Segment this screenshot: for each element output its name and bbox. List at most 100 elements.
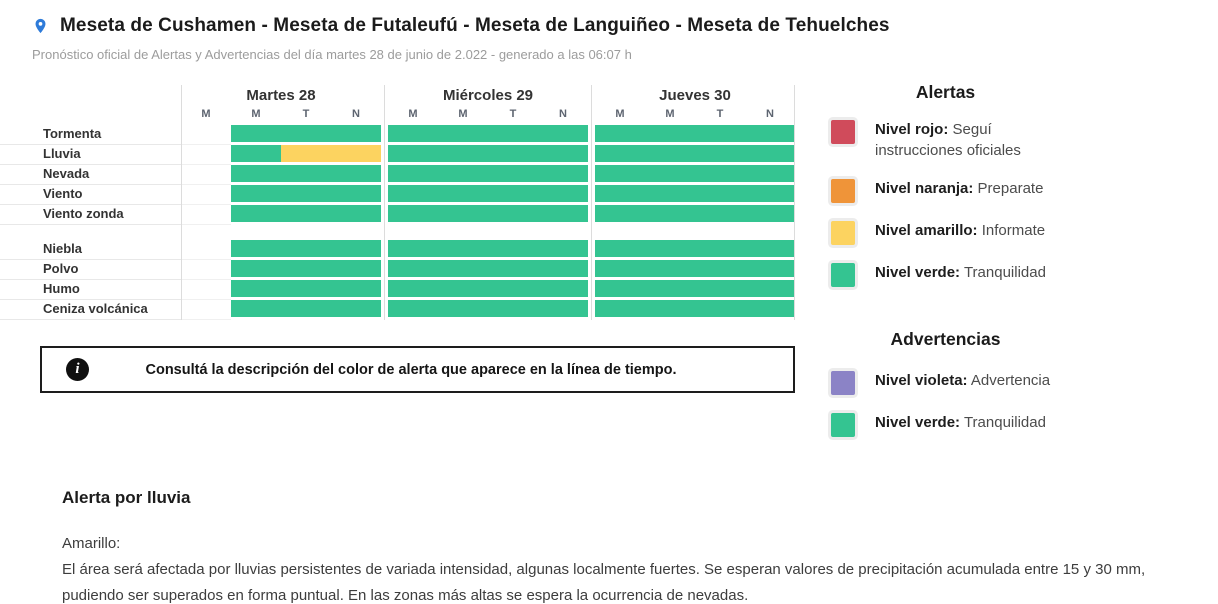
timeline-cell-green bbox=[281, 260, 331, 277]
timeline-cell-empty bbox=[181, 240, 231, 260]
row-label: Tormenta bbox=[0, 125, 181, 145]
timeline-cell-green bbox=[388, 125, 438, 142]
period-letter: M bbox=[408, 108, 418, 120]
timeline-cell-green bbox=[388, 165, 438, 182]
page-title: Meseta de Cushamen - Meseta de Futaleufú… bbox=[60, 15, 890, 36]
timeline-cell-green bbox=[438, 185, 488, 202]
period-letter: M bbox=[201, 108, 211, 120]
timeline-cell-empty bbox=[181, 165, 231, 185]
day-label: Miércoles 29 bbox=[442, 87, 534, 104]
forecast-subtitle: Pronóstico oficial de Alertas y Adverten… bbox=[32, 47, 632, 62]
timeline-cell-green bbox=[595, 185, 645, 202]
timeline-cell-empty bbox=[181, 145, 231, 165]
timeline-cell-green bbox=[231, 240, 281, 257]
timeline-cell-green bbox=[595, 125, 645, 142]
timeline-cell-green bbox=[595, 280, 645, 297]
timeline-cell-green bbox=[281, 240, 331, 257]
timeline-cell-green bbox=[231, 165, 281, 182]
timeline-cell-green bbox=[488, 240, 538, 257]
row-cells bbox=[181, 280, 795, 300]
timeline-cell-green bbox=[438, 125, 488, 142]
row-label: Viento zonda bbox=[0, 205, 181, 225]
timeline-cell-green bbox=[281, 205, 331, 222]
row-group-gap bbox=[0, 225, 795, 240]
timeline-cell-green bbox=[331, 205, 381, 222]
legend: Alertas Nivel rojo: Seguí instrucciones … bbox=[828, 82, 1078, 454]
row-cells bbox=[181, 205, 795, 225]
timeline-cell-green bbox=[331, 280, 381, 297]
timeline-cell-green bbox=[488, 165, 538, 182]
alerts-items: Nivel rojo: Seguí instrucciones oficiale… bbox=[828, 119, 1078, 287]
grid-line bbox=[181, 85, 182, 320]
timeline-cell-green bbox=[388, 145, 438, 162]
timeline-row: Polvo bbox=[0, 260, 795, 280]
red-swatch bbox=[831, 120, 855, 144]
timeline-cell-green bbox=[281, 280, 331, 297]
period-letter: N bbox=[559, 108, 567, 120]
period-letter: M bbox=[251, 108, 261, 120]
row-label: Viento bbox=[0, 185, 181, 205]
timeline-cell-green bbox=[695, 240, 745, 257]
row-label: Polvo bbox=[0, 260, 181, 280]
period-letter: N bbox=[766, 108, 774, 120]
timeline-cell-green bbox=[595, 205, 645, 222]
timeline-cell-green bbox=[645, 145, 695, 162]
timeline-cell-green bbox=[538, 145, 588, 162]
timeline-cell-green bbox=[695, 125, 745, 142]
timeline-cell-green bbox=[745, 300, 795, 317]
timeline-cell-green bbox=[438, 260, 488, 277]
row-label: Niebla bbox=[0, 240, 181, 260]
day-header: Jueves 30 M M T N bbox=[595, 85, 795, 125]
timeline-cell-green bbox=[538, 125, 588, 142]
timeline-row: Ceniza volcánica bbox=[0, 300, 795, 320]
legend-item-text: Nivel naranja: Preparate bbox=[875, 180, 1044, 197]
timeline-cell-green bbox=[281, 300, 331, 317]
day-label: Martes 28 bbox=[246, 87, 316, 104]
timeline-cell-green bbox=[538, 185, 588, 202]
timeline-cell-green bbox=[388, 300, 438, 317]
timeline-cell-green bbox=[231, 125, 281, 142]
alert-timeline: Martes 28 M M T N Miércoles 29 M M T N Jueves 30 M M… bbox=[0, 85, 795, 320]
green-swatch bbox=[831, 413, 855, 437]
timeline-cell-green bbox=[488, 260, 538, 277]
timeline-header: Martes 28 M M T N Miércoles 29 M M T N Jueves 30 M M… bbox=[0, 85, 795, 125]
info-box: i Consultá la descripción del color de a… bbox=[40, 346, 795, 393]
legend-item: Nivel naranja: Preparate bbox=[828, 178, 1078, 203]
timeline-cell-green bbox=[281, 125, 331, 142]
legend-item-text: Nivel verde: Tranquilidad bbox=[875, 264, 1046, 281]
timeline-cell-green bbox=[595, 240, 645, 257]
timeline-cell-green bbox=[745, 165, 795, 182]
timeline-cell-green bbox=[388, 185, 438, 202]
timeline-cell-green bbox=[538, 165, 588, 182]
timeline-cell-green bbox=[331, 300, 381, 317]
legend-item-text: Nivel amarillo: Informate bbox=[875, 222, 1046, 239]
timeline-row: Niebla bbox=[0, 240, 795, 260]
timeline-cell-green bbox=[231, 205, 281, 222]
row-label: Humo bbox=[0, 280, 181, 300]
row-cells bbox=[181, 185, 795, 205]
timeline-row: Tormenta bbox=[0, 125, 795, 145]
timeline-cell-green bbox=[331, 260, 381, 277]
row-label: Ceniza volcánica bbox=[0, 300, 181, 320]
row-cells bbox=[181, 165, 795, 185]
timeline-body: Tormenta Lluvia Nevada Viento Viento zonda Ni… bbox=[0, 125, 795, 320]
row-cells bbox=[181, 240, 795, 260]
day-label: Jueves 30 bbox=[659, 87, 731, 104]
timeline-cell-yellow bbox=[281, 145, 331, 162]
period-letter: T bbox=[716, 108, 724, 120]
timeline-cell-green bbox=[438, 145, 488, 162]
timeline-cell-green bbox=[538, 260, 588, 277]
day-header: Miércoles 29 M M T N bbox=[388, 85, 588, 125]
timeline-cell-green bbox=[231, 280, 281, 297]
timeline-cell-green bbox=[645, 280, 695, 297]
row-cells bbox=[181, 145, 795, 165]
legend-item: Nivel verde: Tranquilidad bbox=[828, 262, 1078, 287]
timeline-cell-green bbox=[231, 185, 281, 202]
timeline-cell-green bbox=[695, 280, 745, 297]
main-content: Martes 28 M M T N Miércoles 29 M M T N Jueves 30 M M… bbox=[0, 82, 1218, 454]
timeline-cell-green bbox=[745, 125, 795, 142]
yellow-swatch bbox=[831, 221, 855, 245]
green-swatch bbox=[831, 263, 855, 287]
timeline-cell-green bbox=[745, 280, 795, 297]
